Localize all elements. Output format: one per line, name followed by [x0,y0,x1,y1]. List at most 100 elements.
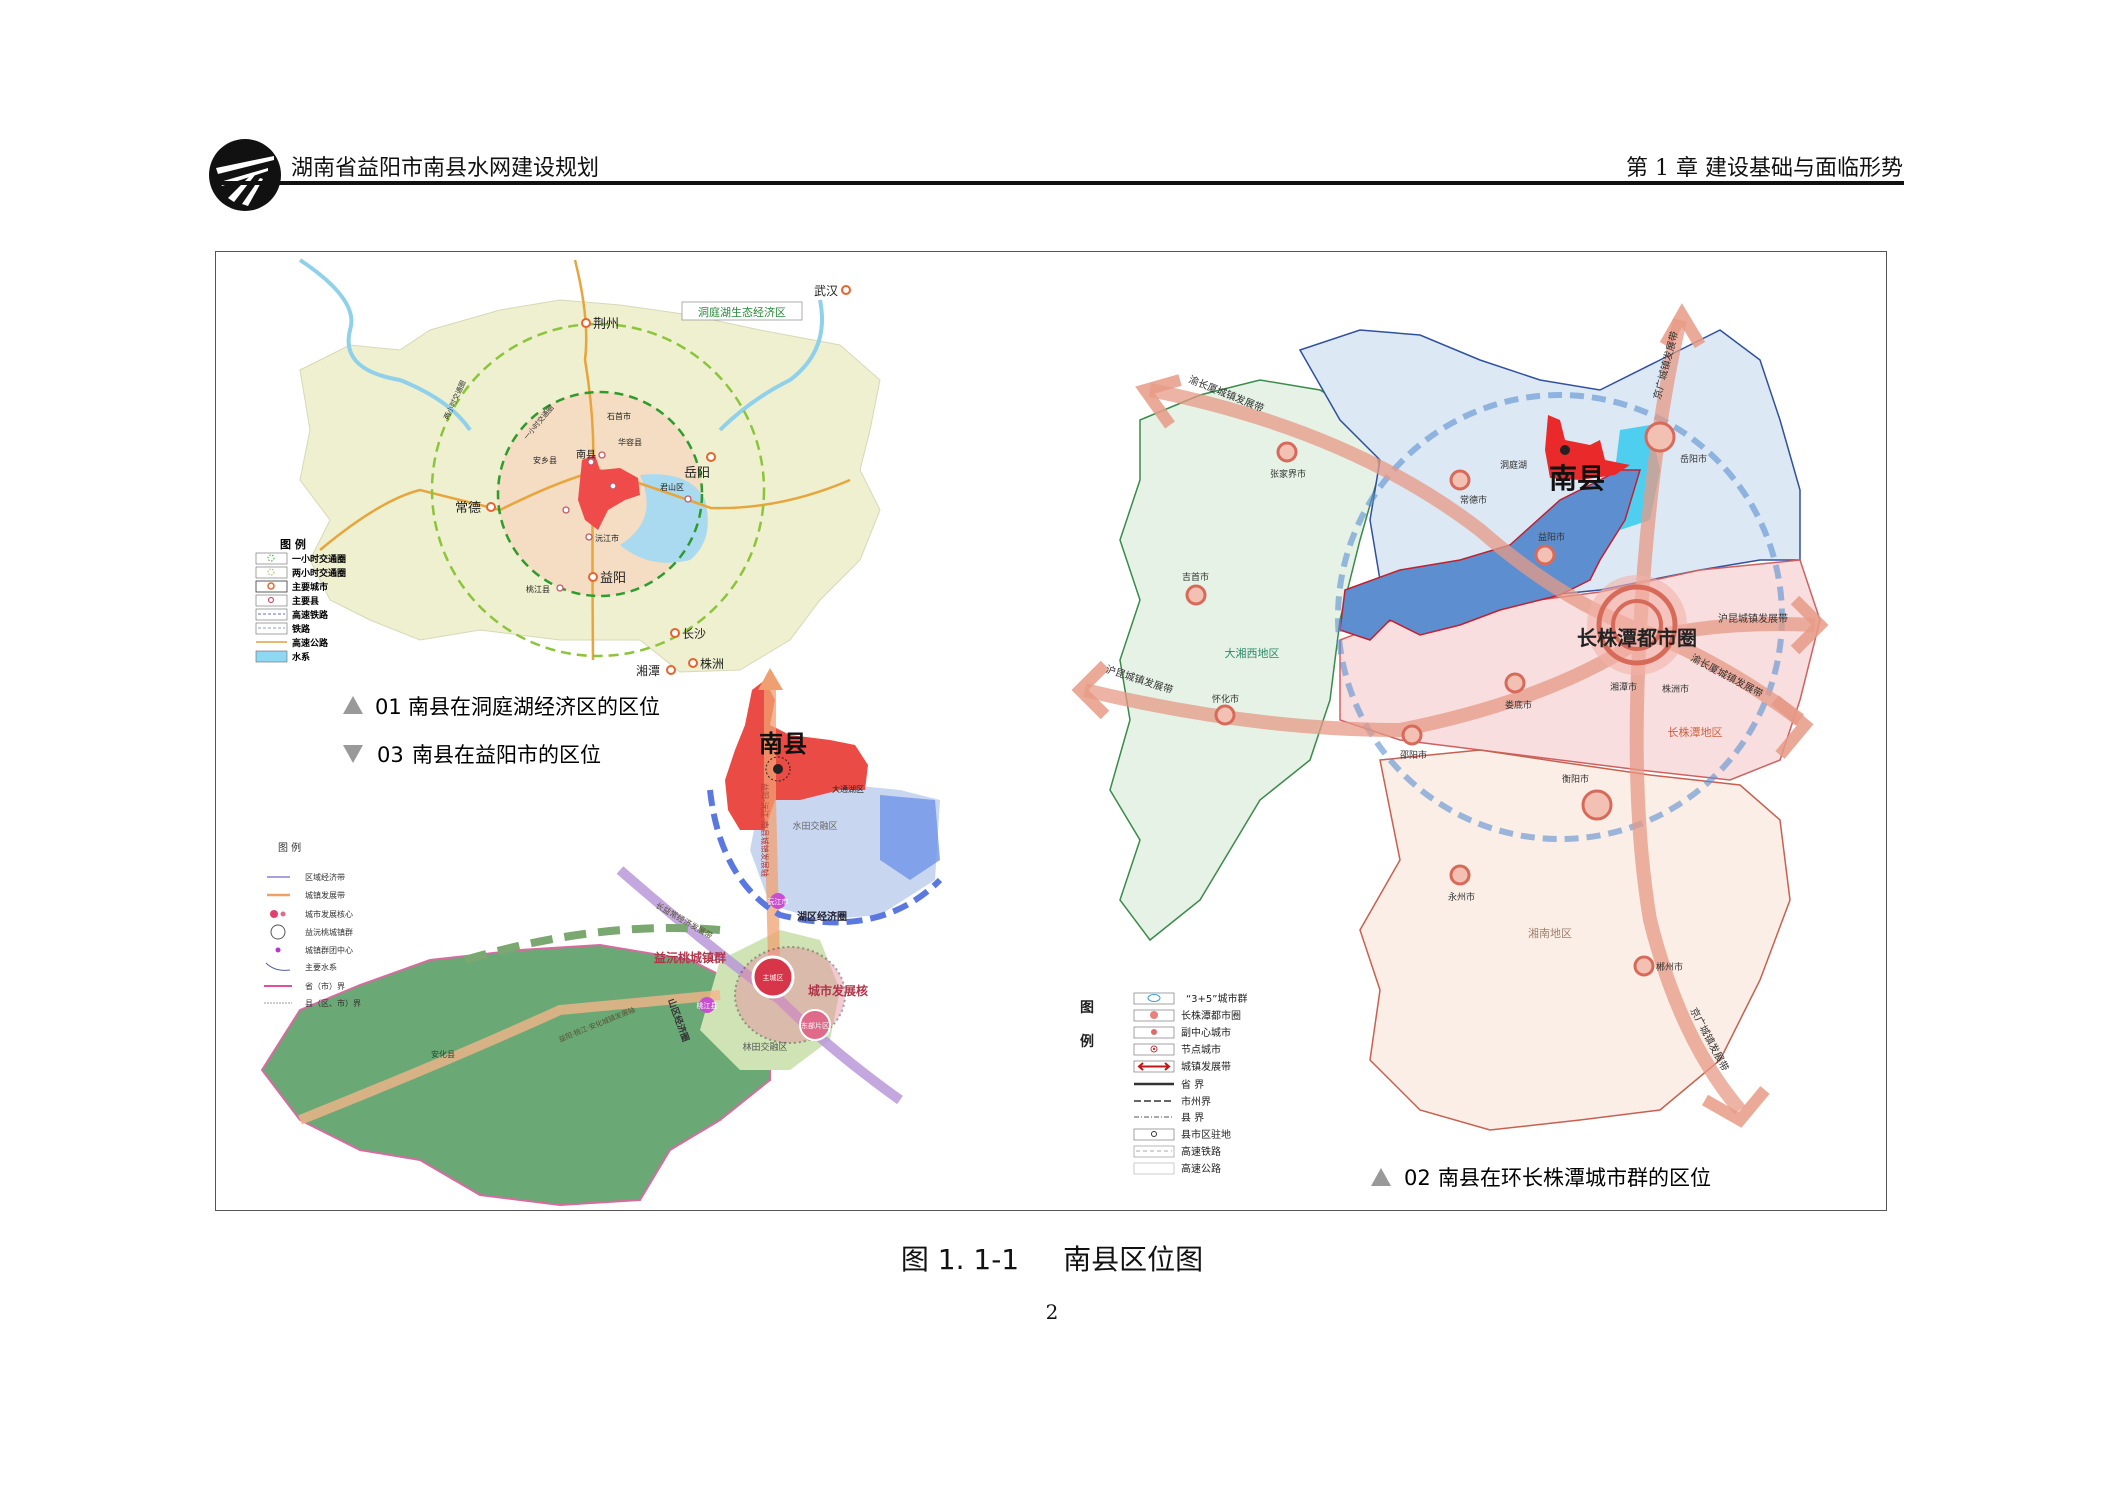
map01-river [298,258,472,432]
node-city-icon [1504,672,1526,694]
legend-item: 市州界 [1134,1095,1211,1108]
map-02-hunan: 南县 长株潭都市圈 岳阳市 洞庭湖 张家界市 常德市 益阳市 吉首市 湘潭市 株… [1071,303,1829,1190]
legend-item: 区域经济带 [267,872,345,882]
label-wuhan: 武汉 [814,284,838,298]
svg-text:城市发展核心: 城市发展核心 [305,909,353,919]
label-xiangtan: 湘潭 [636,663,660,678]
figure-title: 南县区位图 [1063,1243,1204,1276]
legend-item: 县市区驻地 [1133,1128,1231,1141]
legend-item: 城镇发展带 [1133,1060,1231,1073]
svg-text:铁路: 铁路 [292,623,311,635]
page-number: 2 [1045,1300,1059,1324]
label-anxiang: 安乡县 [533,455,557,465]
map03-taojiang-center [699,997,715,1013]
label-jishou: 吉首市 [1182,571,1209,583]
label-yongzhou: 永州市 [1448,891,1475,903]
svg-text:主要县: 主要县 [292,595,319,607]
svg-text:节点城市: 节点城市 [1181,1043,1221,1056]
svg-text:高速铁路: 高速铁路 [1181,1145,1221,1158]
sub-center-icon [1581,789,1613,821]
label-jingzhou: 荆州 [593,316,619,332]
legend-item: 高速公路 [256,637,329,649]
map01-outer-ring [430,322,766,658]
node-city-icon [1449,864,1471,886]
svg-text:益沅桃城镇群: 益沅桃城镇群 [305,927,353,937]
svg-text:一小时交通圈: 一小时交通圈 [292,553,346,565]
logo-emblem [209,139,281,211]
legend-item: “3+5”城市群 [1133,992,1247,1005]
label-anhua: 安化县 [431,1049,455,1059]
map01-county-markers [556,451,692,592]
legend-item: 主要县 [255,594,319,607]
map01-legend: 图 例 一小时交通圈 两小时交通圈 主要城市 主要县 高速铁路 铁路 高速公路 … [255,537,346,663]
legend-title: 图 例 [278,841,301,854]
label-yiyang: 益阳 [600,571,626,586]
map03-axis-west [298,990,721,1125]
label-xiangtan-02: 湘潭市 [1610,681,1637,693]
triangle-up-icon [343,696,363,714]
arrowhead-w-icon [1071,660,1110,720]
svg-text:城镇发展带: 城镇发展带 [305,890,345,900]
svg-text:高速公路: 高速公路 [1181,1162,1221,1175]
label-region-cztr: 长株潭地区 [1668,725,1723,739]
belt-jingguang [1629,318,1746,1115]
county-marker-icon [562,506,570,514]
legend-item: 节点城市 [1133,1043,1221,1056]
label-zhucheng: 主城区 [763,973,784,982]
svg-text:省 界: 省 界 [1181,1078,1204,1091]
legend-item: 主要水系 [265,962,337,972]
label-dongting: 洞庭湖 [1500,459,1527,471]
legend-item: 益沅桃城镇群 [270,924,353,940]
map01-zone-label-box [681,301,803,321]
legend-item: 城市发展核心 [270,909,353,919]
county-marker-icon [609,482,617,490]
arrowhead-s-icon [1702,1086,1770,1128]
map03-axis-arrow [764,680,781,1001]
map03-main-core [751,955,795,999]
svg-text:副中心城市: 副中心城市 [1181,1026,1231,1039]
map03-green-region [260,943,771,1207]
label-junshan: 君山区 [660,482,684,492]
svg-text:县（区、市）界: 县（区、市）界 [305,998,361,1008]
city-marker-icon [706,452,716,462]
label-yueyang-02: 岳阳市 [1680,453,1707,465]
svg-text:“3+5”城市群: “3+5”城市群 [1186,992,1247,1005]
svg-text:水系: 水系 [292,651,310,663]
header-rule [214,181,1904,185]
label-yuanjiang: 沅江市 [595,533,619,543]
city-marker-icon [670,628,680,638]
map01-yangtze-expressway [319,468,851,551]
label-changde: 常德 [455,501,481,516]
label-yueyang: 岳阳 [684,466,710,481]
legend-item: 城镇发展带 [267,890,345,900]
svg-text:市州界: 市州界 [1181,1095,1211,1108]
county-marker-icon [684,495,692,503]
map01-caption: 南县在洞庭湖经济区的区位 [408,695,660,719]
map03-caption-number: 03 [377,743,404,767]
label-huaihua: 怀化市 [1212,693,1239,705]
label-region-west: 大湘西地区 [1225,646,1280,660]
city-marker-icon [688,658,698,668]
label-metro: 长株潭都市圈 [1577,626,1697,650]
label-yiyuantao: 益沅桃城镇群 [654,950,726,965]
triangle-down-icon [343,745,363,763]
legend-item: 副中心城市 [1133,1026,1231,1039]
legend-item: 水系 [255,650,310,663]
legend-item: 县 界 [1134,1112,1204,1124]
legend-item: 长株潭都市圈 [1133,1009,1241,1022]
label-yuanjiang-03: 沅江市 [768,897,789,906]
map02-metro-circle [1587,575,1687,675]
label-hengyang: 衡阳市 [1562,773,1589,785]
legend-item: 主要城市 [255,580,328,593]
legend-item: 省（市）界 [264,981,345,991]
svg-text:高速铁路: 高速铁路 [292,609,329,621]
county-marker-icon [598,451,606,459]
label-nanxian-02: 南县 [1549,462,1605,495]
map03-legend: 图 例 区域经济带 城镇发展带 城市发展核心 益沅桃城镇群 城镇群团中心 主要水… [264,841,361,1008]
label-core: 城市发展核 [808,983,868,998]
label-zhuzhou-02: 株洲市 [1662,683,1689,695]
label-nanxian: 南县 [576,448,596,461]
arrowhead-se-icon [1771,695,1814,759]
map03-nanxian-marker [765,756,791,782]
